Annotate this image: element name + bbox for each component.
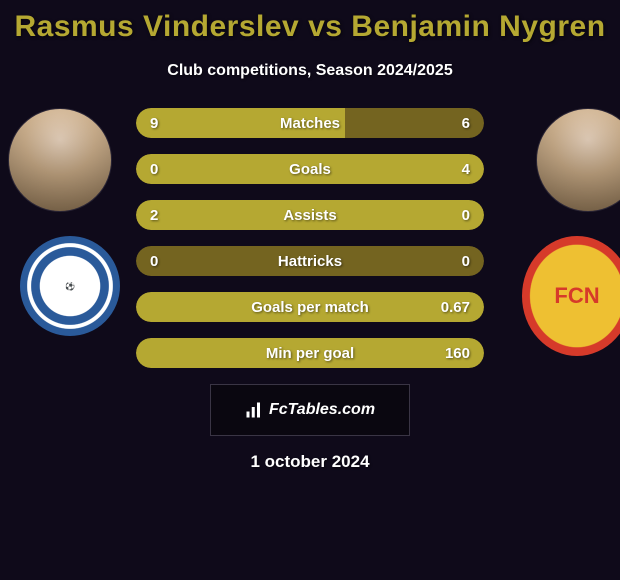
stat-label: Matches bbox=[136, 115, 484, 132]
stat-row: Hattricks0 0 bbox=[136, 246, 484, 276]
player2-club-badge: FCN bbox=[522, 236, 620, 356]
stat-value-left: 0 bbox=[150, 161, 158, 178]
stat-value-right: 0 bbox=[462, 253, 470, 270]
club-right-label: FCN bbox=[554, 283, 599, 309]
chart-icon bbox=[245, 401, 263, 419]
stats-bars: Matches96Goals04Assists20Hattricks00Goal… bbox=[136, 108, 484, 368]
stat-label: Min per goal bbox=[136, 345, 484, 362]
stat-label: Goals bbox=[136, 161, 484, 178]
club-left-label: ⚽ bbox=[65, 282, 75, 291]
stat-value-right: 4 bbox=[462, 161, 470, 178]
player2-name: Benjamin Nygren bbox=[351, 10, 605, 43]
page-title: Rasmus Vinderslev vs Benjamin Nygren bbox=[0, 0, 620, 44]
player1-club-badge: ⚽ bbox=[20, 236, 120, 336]
stat-value-left: 2 bbox=[150, 207, 158, 224]
stat-value-left: 9 bbox=[150, 115, 158, 132]
footer-site-text: FcTables.com bbox=[269, 401, 375, 419]
footer-date: 1 october 2024 bbox=[0, 452, 620, 472]
stat-row: Min per goal160 bbox=[136, 338, 484, 368]
stat-value-right: 160 bbox=[445, 345, 470, 362]
vs-separator: vs bbox=[308, 10, 342, 43]
stat-row: Goals0 4 bbox=[136, 154, 484, 184]
stat-value-right: 0.67 bbox=[441, 299, 470, 316]
stat-row: Assists2 0 bbox=[136, 200, 484, 230]
player1-avatar bbox=[8, 108, 112, 212]
comparison-content: ⚽ FCN Matches96Goals04Assists20Hattricks… bbox=[0, 108, 620, 368]
stat-label: Assists bbox=[136, 207, 484, 224]
stat-value-left: 0 bbox=[150, 253, 158, 270]
player1-name: Rasmus Vinderslev bbox=[14, 10, 299, 43]
footer-site-badge: FcTables.com bbox=[210, 384, 410, 436]
stat-label: Goals per match bbox=[136, 299, 484, 316]
subtitle: Club competitions, Season 2024/2025 bbox=[0, 62, 620, 80]
stat-value-right: 6 bbox=[462, 115, 470, 132]
stat-label: Hattricks bbox=[136, 253, 484, 270]
stat-row: Matches9 6 bbox=[136, 108, 484, 138]
stat-row: Goals per match0.67 bbox=[136, 292, 484, 322]
stat-value-right: 0 bbox=[462, 207, 470, 224]
player2-avatar bbox=[536, 108, 620, 212]
